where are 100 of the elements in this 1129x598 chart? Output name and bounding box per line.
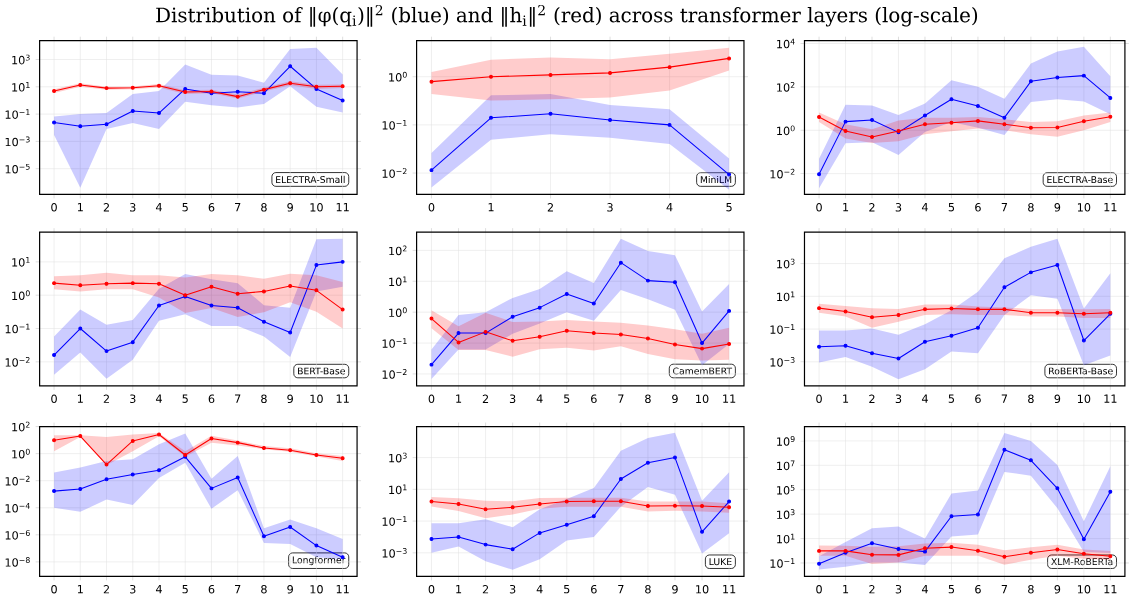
- annotation: CamemBERT: [673, 367, 733, 375]
- y-tick-label: 10$^{0}$: [12, 448, 30, 459]
- x-tick-label: 0: [428, 584, 435, 594]
- y-tick-label: 10$^{3}$: [777, 509, 795, 519]
- x-tick-label: 9: [287, 394, 293, 403]
- y-tick-label: 10$^{−1}$: [770, 558, 795, 568]
- annotation: ELECTRA-Small: [276, 175, 345, 183]
- y-tick-label: 10$^{−8}$: [5, 556, 30, 567]
- x-tick-label: 8: [261, 394, 267, 403]
- y-tick-label: 10$^{−2}$: [5, 356, 30, 367]
- y-tick-label: 10$^{2}$: [12, 421, 30, 432]
- x-tick-label: 1: [488, 202, 494, 212]
- x-tick-label: 9: [1054, 394, 1061, 403]
- x-tick-label: 7: [618, 584, 624, 594]
- y-tick-label: 10$^{0}$: [389, 307, 407, 317]
- x-tick-label: 9: [1054, 202, 1061, 212]
- y-tick-label: 10$^{−3}$: [770, 356, 795, 367]
- y-tick-label: 10$^{−5}$: [5, 163, 30, 174]
- x-tick-label: 11: [336, 394, 349, 403]
- y-tick-label: 10$^{−6}$: [5, 529, 30, 540]
- x-tick-label: 6: [975, 584, 981, 594]
- x-tick-label: 0: [816, 202, 822, 212]
- y-tick-label: 10$^{3}$: [777, 258, 795, 269]
- annotation: Longformer: [292, 556, 346, 566]
- x-tick-label: 0: [51, 202, 57, 212]
- x-tick-label: 4: [536, 584, 543, 594]
- x-tick-label: 3: [895, 584, 902, 594]
- x-tick-label: 9: [672, 394, 678, 403]
- x-tick-label: 5: [182, 394, 188, 403]
- x-tick-label: 1: [456, 584, 462, 594]
- x-tick-label: 1: [456, 394, 462, 403]
- x-tick-label: 11: [336, 202, 349, 212]
- y-tick-label: 10$^{−2}$: [382, 168, 407, 178]
- x-tick-label: 1: [77, 202, 83, 212]
- x-tick-label: 10: [310, 394, 323, 403]
- x-tick-label: 0: [51, 584, 57, 594]
- x-tick-label: 4: [155, 202, 162, 212]
- x-tick-label: 6: [208, 202, 215, 212]
- y-tick-label: 10$^{1}$: [389, 276, 407, 286]
- x-tick-label: 1: [843, 202, 849, 212]
- y-tick-label: 10$^{3}$: [389, 452, 407, 463]
- x-tick-label: 7: [1001, 584, 1008, 594]
- x-tick-label: 7: [1001, 202, 1008, 212]
- x-tick-label: 11: [1104, 394, 1117, 403]
- y-tick-label: 10$^{1}$: [777, 533, 795, 544]
- x-tick-label: 2: [482, 584, 489, 594]
- x-tick-label: 0: [816, 394, 822, 403]
- x-tick-label: 11: [1104, 202, 1117, 212]
- x-tick-label: 2: [869, 202, 875, 212]
- x-tick-label: 10: [310, 202, 323, 212]
- x-tick-label: 4: [155, 394, 162, 403]
- x-tick-label: 3: [509, 584, 516, 594]
- x-tick-label: 5: [948, 394, 955, 403]
- x-tick-label: 2: [547, 202, 553, 212]
- x-tick-label: 6: [208, 394, 215, 403]
- annotation: LUKE: [709, 558, 732, 566]
- x-tick-label: 5: [564, 394, 570, 403]
- y-tick-label: 10$^{−3}$: [5, 136, 30, 147]
- x-tick-label: 11: [1104, 584, 1117, 594]
- x-tick-label: 7: [235, 394, 241, 403]
- x-tick-label: 7: [618, 394, 624, 403]
- y-tick-label: 10$^{1}$: [777, 291, 795, 302]
- x-tick-label: 10: [1077, 584, 1091, 594]
- x-tick-label: 3: [130, 584, 136, 594]
- x-tick-label: 9: [287, 202, 293, 212]
- x-tick-label: 6: [591, 394, 597, 403]
- x-tick-label: 3: [895, 202, 902, 212]
- y-tick-label: 10$^{−1}$: [382, 516, 407, 526]
- y-tick-label: 10$^{−2}$: [382, 368, 407, 379]
- x-tick-label: 3: [509, 394, 516, 403]
- x-tick-label: 1: [843, 584, 849, 594]
- y-tick-label: 10$^{1}$: [12, 256, 30, 267]
- x-tick-label: 3: [607, 202, 613, 212]
- x-tick-label: 6: [591, 584, 597, 594]
- x-tick-label: 8: [1028, 394, 1034, 403]
- y-tick-label: 10$^{−1}$: [382, 338, 407, 348]
- x-tick-label: 6: [975, 202, 981, 212]
- x-tick-label: 4: [921, 584, 928, 594]
- x-tick-label: 9: [672, 584, 678, 594]
- x-tick-label: 0: [428, 394, 435, 403]
- x-tick-label: 9: [1054, 584, 1061, 594]
- y-tick-label: 10$^{9}$: [777, 435, 795, 446]
- x-tick-label: 8: [261, 202, 267, 212]
- y-tick-label: 10$^{0}$: [12, 290, 30, 300]
- y-tick-label: 10$^{−2}$: [5, 475, 30, 486]
- chart-title: Distribution of ‖φ(q$_{i}$)‖$^{2}$ (blue) and ‖h$_{i}$‖$^{2}$ (red) across transformer layers (log-scale): [156, 4, 978, 27]
- x-tick-label: 11: [723, 584, 736, 594]
- x-tick-label: 8: [645, 584, 651, 594]
- y-tick-label: 10$^{−2}$: [770, 168, 795, 179]
- x-tick-label: 5: [726, 202, 732, 212]
- y-tick-label: 10$^{−1}$: [770, 324, 795, 334]
- x-tick-label: 2: [482, 394, 489, 403]
- x-tick-label: 3: [895, 394, 902, 403]
- x-tick-label: 5: [182, 202, 188, 212]
- y-tick-label: 10$^{−4}$: [5, 502, 30, 513]
- y-tick-label: 10$^{5}$: [777, 484, 795, 495]
- y-tick-label: 10$^{7}$: [777, 460, 795, 471]
- x-tick-label: 6: [975, 394, 981, 403]
- x-tick-label: 8: [1028, 202, 1034, 212]
- x-tick-label: 6: [208, 584, 215, 594]
